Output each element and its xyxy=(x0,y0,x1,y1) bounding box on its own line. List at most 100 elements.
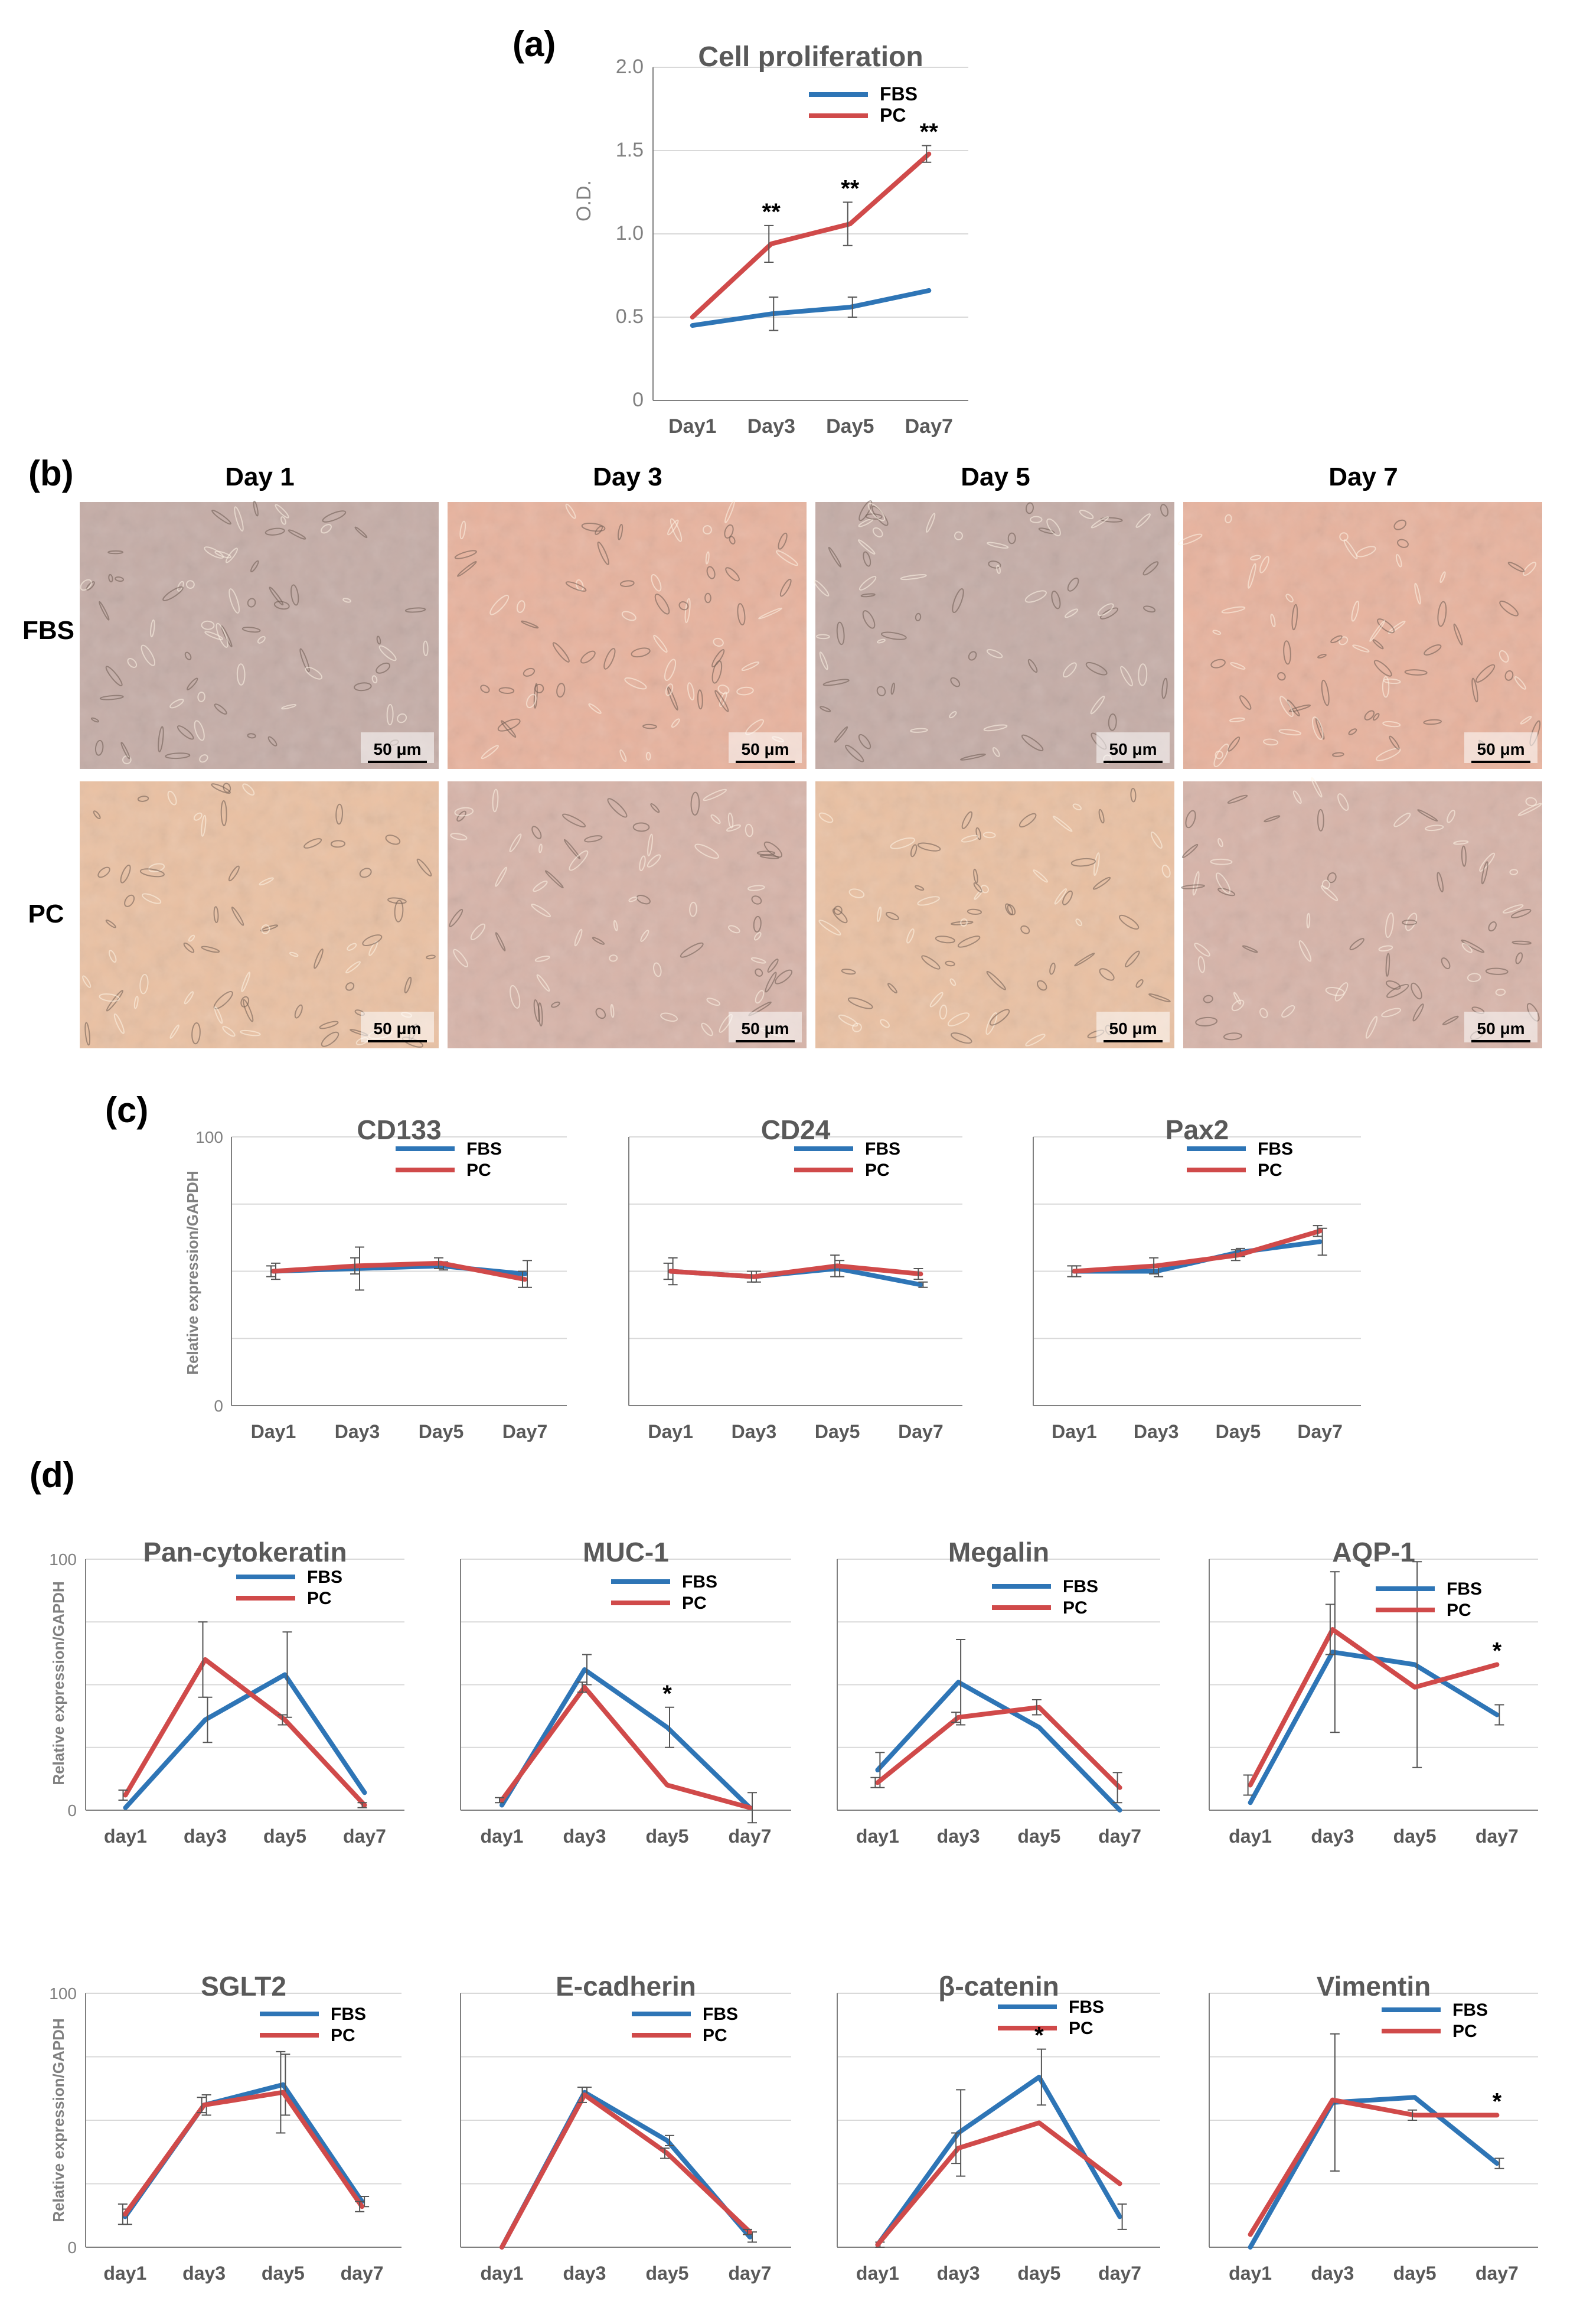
cell xyxy=(961,835,979,843)
cell xyxy=(1027,659,1038,673)
cell xyxy=(247,598,256,608)
cell xyxy=(1051,591,1061,609)
legend-label-fbs: FBS xyxy=(1447,1579,1482,1599)
cell xyxy=(703,788,727,801)
series-line-pc xyxy=(690,151,932,320)
cell xyxy=(650,803,660,813)
cell xyxy=(533,880,548,892)
cell xyxy=(204,546,224,559)
cell xyxy=(753,932,762,941)
cell xyxy=(1181,884,1205,889)
cell xyxy=(775,550,798,566)
cell xyxy=(996,565,1001,574)
cell xyxy=(133,996,139,1009)
cell xyxy=(747,885,765,891)
cell xyxy=(974,889,983,900)
scale-bar-backdrop xyxy=(1464,1012,1537,1042)
cell xyxy=(1217,838,1223,848)
cell xyxy=(610,1003,615,1018)
cell xyxy=(1352,644,1370,653)
cell xyxy=(193,812,203,821)
scale-bar-label: 50 μm xyxy=(374,740,422,758)
cell xyxy=(1373,660,1392,677)
cell xyxy=(967,908,982,915)
legend-label-pc: PC xyxy=(1447,1601,1471,1620)
cell xyxy=(1471,677,1478,703)
y-tick-label: 100 xyxy=(49,1550,77,1569)
cell xyxy=(1063,662,1077,678)
cell xyxy=(290,584,299,606)
chart-d1: Pan-cytokeratin Relative expression/GAPDH… xyxy=(49,1537,404,1847)
chart-d4: AQP-1 day1 day3 day5 day7 FBS PC * xyxy=(1209,1537,1538,1847)
cell xyxy=(1423,719,1442,725)
cell xyxy=(1285,594,1294,602)
x-tick-label: day3 xyxy=(937,1826,980,1847)
cell xyxy=(242,783,255,796)
cell xyxy=(639,855,646,872)
cell xyxy=(1279,696,1294,718)
micrograph-texture xyxy=(448,781,807,1048)
cell xyxy=(713,637,724,647)
cell xyxy=(992,747,1000,757)
cell xyxy=(1504,670,1514,681)
x-tick-label: Day1 xyxy=(668,415,716,438)
significance-marker: * xyxy=(1493,2088,1502,2114)
chart-c2: CD24 Day1 Day3 Day5 Day7 FBS PC xyxy=(628,1114,962,1442)
chart-title: Megalin xyxy=(948,1537,1049,1567)
cell xyxy=(926,513,936,533)
scale-bar-label: 50 μm xyxy=(1477,1019,1525,1038)
cell xyxy=(250,560,259,572)
x-tick-label: Day1 xyxy=(648,1421,693,1442)
x-tick-label: day3 xyxy=(182,2263,226,2284)
cell xyxy=(265,527,285,536)
y-axis-label: Relative expression/GAPDH xyxy=(50,1581,67,1785)
cell xyxy=(243,999,254,1022)
cell xyxy=(1213,744,1229,767)
cell xyxy=(1062,890,1073,905)
chart-title: E-cadherin xyxy=(556,1971,696,2002)
cell xyxy=(858,734,871,749)
cell xyxy=(359,868,372,878)
cell xyxy=(1100,607,1119,620)
cell xyxy=(1025,1034,1046,1047)
cell xyxy=(890,837,915,849)
cell xyxy=(939,1005,948,1020)
cell xyxy=(989,1009,1010,1026)
cell xyxy=(1160,504,1169,517)
cell xyxy=(1417,809,1438,822)
cell xyxy=(1018,813,1037,828)
cell xyxy=(1306,912,1311,928)
cell xyxy=(137,796,149,802)
cell xyxy=(1369,620,1386,642)
cell xyxy=(1510,908,1532,918)
cell xyxy=(1020,925,1030,934)
cell xyxy=(960,918,968,927)
chart-title: CD24 xyxy=(761,1114,831,1145)
cell xyxy=(1036,980,1047,991)
chart-title: CD133 xyxy=(357,1114,441,1145)
cell xyxy=(1337,793,1349,811)
y-tick-label: 0 xyxy=(67,2238,77,2257)
cell xyxy=(199,754,208,763)
cell xyxy=(259,877,274,886)
cell xyxy=(755,990,765,1004)
legend-label-fbs: FBS xyxy=(1258,1139,1293,1159)
cell xyxy=(980,885,989,894)
cell xyxy=(1312,716,1324,740)
cell xyxy=(1283,640,1291,665)
cell xyxy=(261,924,270,934)
cell xyxy=(725,567,740,582)
cell xyxy=(745,823,753,837)
cell xyxy=(113,1013,125,1034)
cell xyxy=(1499,600,1519,617)
cell xyxy=(724,524,734,539)
cell xyxy=(860,593,876,598)
chart-title: Pax2 xyxy=(1166,1114,1229,1145)
cell xyxy=(354,682,372,692)
cell xyxy=(423,640,429,657)
cell xyxy=(537,1002,543,1027)
cell xyxy=(1411,982,1422,1000)
cell xyxy=(404,607,426,613)
cell xyxy=(1161,677,1168,699)
legend-label-pc: PC xyxy=(1452,2022,1477,2041)
